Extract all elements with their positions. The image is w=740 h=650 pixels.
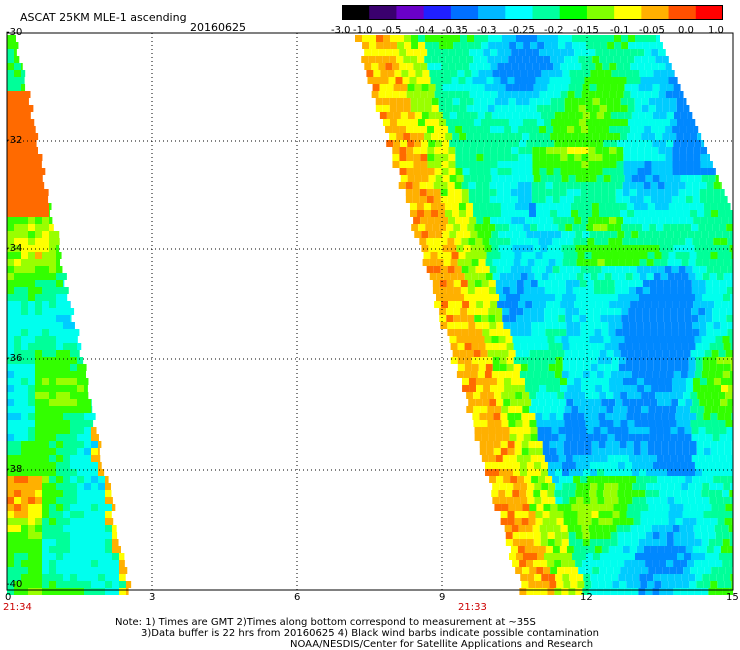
colorbar-segment (668, 5, 697, 20)
colorbar-label: -0.2 (544, 25, 564, 36)
colorbar-segment (450, 5, 479, 20)
note-line-2: 3)Data buffer is 22 hrs from 20160625 4)… (141, 628, 599, 639)
colorbar-label: -0.35 (442, 25, 468, 36)
colorbar-label: -3.0 (331, 25, 351, 36)
map-date: 20160625 (190, 21, 246, 34)
y-label-40: -40 (6, 579, 23, 590)
swath-data (7, 35, 733, 595)
colorbar-segment (396, 5, 425, 20)
colorbar-label: -0.5 (382, 25, 402, 36)
colorbar-segment (559, 5, 588, 20)
y-label-32: -32 (6, 135, 23, 146)
x-label-9: 9 (439, 592, 446, 603)
y-label-36: -36 (6, 353, 23, 364)
x-label-3: 3 (149, 592, 156, 603)
grid-lines (7, 33, 733, 590)
colorbar-segment (423, 5, 452, 20)
colorbar-label: -1.0 (353, 25, 373, 36)
colorbar-segment (369, 5, 398, 20)
x-label-0: 0 (5, 592, 12, 603)
colorbar-segment (586, 5, 615, 20)
time-label-right: 21:33 (458, 602, 487, 613)
plot-frame (6, 32, 734, 591)
y-label-38: -38 (6, 464, 23, 475)
colorbar (342, 5, 723, 20)
colorbar-segment (478, 5, 506, 20)
colorbar-segment (505, 5, 534, 20)
colorbar-segment (614, 5, 642, 20)
note-line-1: Note: 1) Times are GMT 2)Times along bot… (115, 617, 536, 628)
colorbar-label: -0.1 (610, 25, 630, 36)
y-label-34: -34 (6, 243, 23, 254)
colorbar-segment (342, 5, 370, 20)
x-label-15: 15 (726, 592, 739, 603)
colorbar-label: 0.0 (678, 25, 694, 36)
colorbar-label: -0.4 (415, 25, 435, 36)
colorbar-label: -0.3 (477, 25, 497, 36)
x-label-12: 12 (580, 592, 593, 603)
colorbar-segment (641, 5, 670, 20)
colorbar-label: -0.25 (509, 25, 535, 36)
y-label-30: -30 (6, 27, 23, 38)
time-label-left: 21:34 (3, 602, 32, 613)
colorbar-label: 1.0 (708, 25, 724, 36)
colorbar-segment (695, 5, 723, 20)
colorbar-label: -0.05 (639, 25, 665, 36)
note-line-3: NOAA/NESDIS/Center for Satellite Applica… (290, 639, 594, 650)
x-label-6: 6 (294, 592, 301, 603)
map-title: ASCAT 25KM MLE-1 ascending (20, 11, 187, 24)
colorbar-label: -0.15 (573, 25, 599, 36)
colorbar-segment (532, 5, 561, 20)
